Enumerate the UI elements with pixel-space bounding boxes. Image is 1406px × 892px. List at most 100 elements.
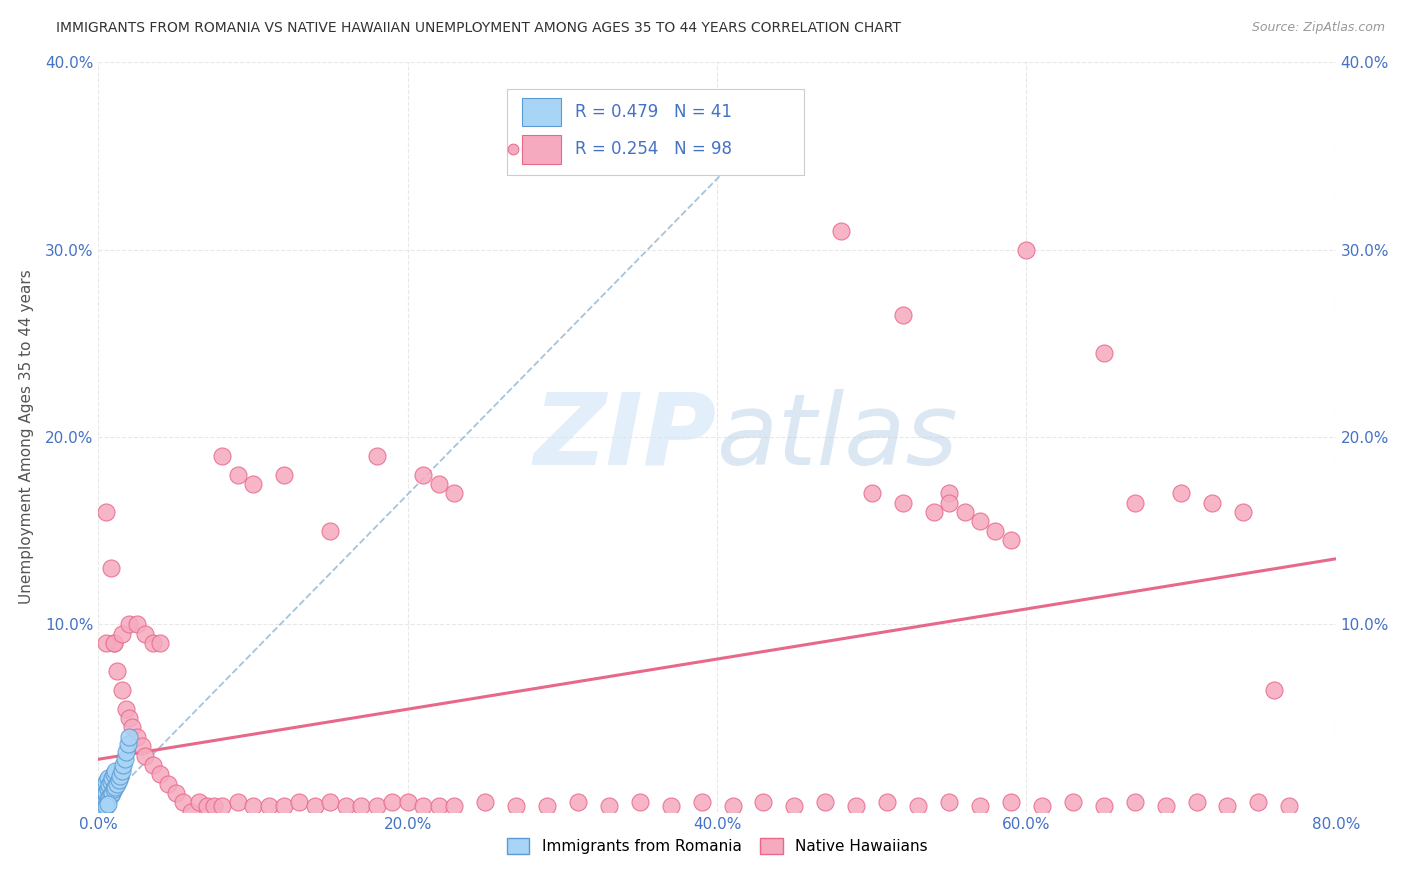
Point (103, 767, 125, 781)
Point (1123, 796, 1146, 810)
Point (91, 789, 114, 804)
Point (96, 774, 118, 789)
Point (134, 748, 156, 763)
Point (830, 224, 852, 238)
Point (117, 737, 139, 751)
Point (907, 799, 929, 814)
Point (114, 752, 136, 766)
Point (90, 805, 112, 819)
Point (103, 636, 125, 650)
Point (97, 791, 120, 805)
Point (105, 664, 128, 679)
Point (131, 739, 153, 753)
Point (90, 799, 112, 814)
Point (1000, 533, 1022, 547)
Y-axis label: Unemployment Among Ages 35 to 44 years: Unemployment Among Ages 35 to 44 years (18, 269, 34, 605)
Point (134, 626, 156, 640)
Point (96, 636, 118, 650)
Point (443, 486, 465, 500)
Point (891, 308, 914, 322)
Point (127, 730, 149, 744)
Point (381, 796, 404, 810)
Point (1062, 796, 1084, 810)
Point (96, 505, 118, 519)
Text: R = 0.254   N = 98: R = 0.254 N = 98 (575, 140, 731, 159)
Point (104, 764, 127, 778)
Point (953, 505, 976, 519)
Point (1170, 486, 1192, 500)
Point (1278, 799, 1301, 814)
Point (91, 797, 114, 812)
Point (969, 514, 991, 528)
Point (752, 796, 775, 810)
Point (226, 796, 249, 810)
Point (100, 774, 122, 789)
Point (427, 476, 450, 491)
Point (90, 791, 112, 805)
Point (1154, 799, 1177, 814)
Point (721, 799, 744, 814)
Point (536, 799, 558, 814)
Point (1031, 799, 1053, 814)
Point (93, 776, 115, 791)
Point (204, 799, 226, 814)
Point (257, 799, 280, 814)
Point (103, 636, 125, 650)
Point (969, 799, 991, 814)
Point (1000, 796, 1022, 810)
Point (121, 721, 143, 735)
Point (922, 505, 945, 519)
Point (412, 467, 434, 482)
Point (127, 617, 149, 632)
Point (98, 779, 121, 793)
Point (111, 626, 132, 640)
Point (165, 786, 187, 800)
Point (103, 782, 125, 797)
Point (105, 776, 128, 791)
Point (845, 799, 868, 814)
Point (93, 801, 115, 815)
Point (396, 796, 419, 810)
Point (938, 496, 960, 510)
Point (1185, 796, 1208, 810)
Point (97, 782, 120, 797)
Point (101, 786, 124, 800)
Point (1123, 496, 1146, 510)
Point (97, 771, 120, 785)
Legend: Immigrants from Romania, Native Hawaiians: Immigrants from Romania, Native Hawaiian… (501, 832, 934, 860)
Point (188, 796, 211, 810)
Point (427, 799, 450, 814)
Point (141, 636, 165, 650)
Point (984, 524, 1007, 538)
Point (118, 617, 141, 632)
Point (1232, 505, 1254, 519)
Point (104, 780, 127, 795)
Point (96, 786, 118, 800)
Point (1092, 345, 1115, 359)
Point (157, 776, 180, 791)
Point (938, 796, 960, 810)
Point (783, 799, 806, 814)
FancyBboxPatch shape (522, 97, 561, 126)
Point (96, 793, 118, 807)
Point (628, 796, 651, 810)
Point (91, 782, 114, 797)
Point (474, 796, 496, 810)
Point (149, 767, 172, 781)
Point (96, 799, 118, 814)
Point (93, 796, 115, 810)
Point (319, 524, 342, 538)
Point (443, 799, 465, 814)
Point (273, 467, 295, 482)
Point (111, 683, 132, 698)
Point (273, 799, 295, 814)
Text: ZIP: ZIP (534, 389, 717, 485)
Point (567, 796, 589, 810)
Point (211, 799, 233, 814)
Point (195, 799, 218, 814)
Point (100, 561, 122, 575)
Point (118, 730, 141, 744)
Point (108, 769, 131, 783)
Point (97, 797, 120, 812)
Text: R = 0.479   N = 41: R = 0.479 N = 41 (575, 103, 731, 121)
